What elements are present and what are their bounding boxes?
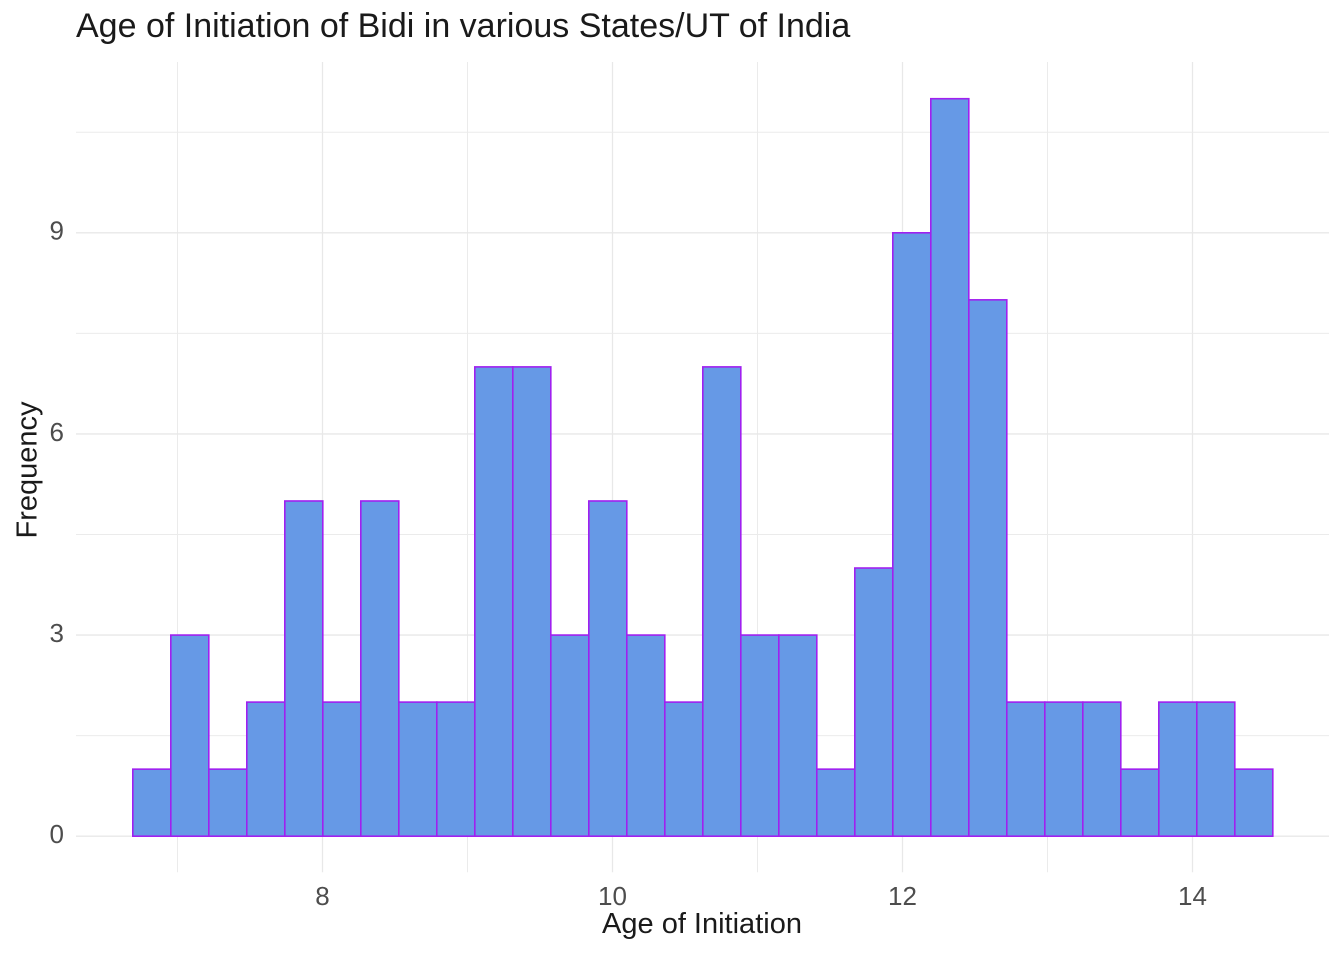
svg-text:9: 9 [50,216,64,246]
svg-text:10: 10 [598,881,627,911]
svg-text:14: 14 [1178,881,1207,911]
svg-text:Age of Initiation of Bidi in v: Age of Initiation of Bidi in various Sta… [76,7,850,45]
svg-text:8: 8 [315,881,329,911]
svg-text:3: 3 [50,618,64,648]
svg-text:6: 6 [50,417,64,447]
svg-text:0: 0 [50,819,64,849]
svg-text:12: 12 [888,881,917,911]
svg-text:Age of Initiation: Age of Initiation [602,908,802,940]
svg-text:Frequency: Frequency [12,401,44,539]
